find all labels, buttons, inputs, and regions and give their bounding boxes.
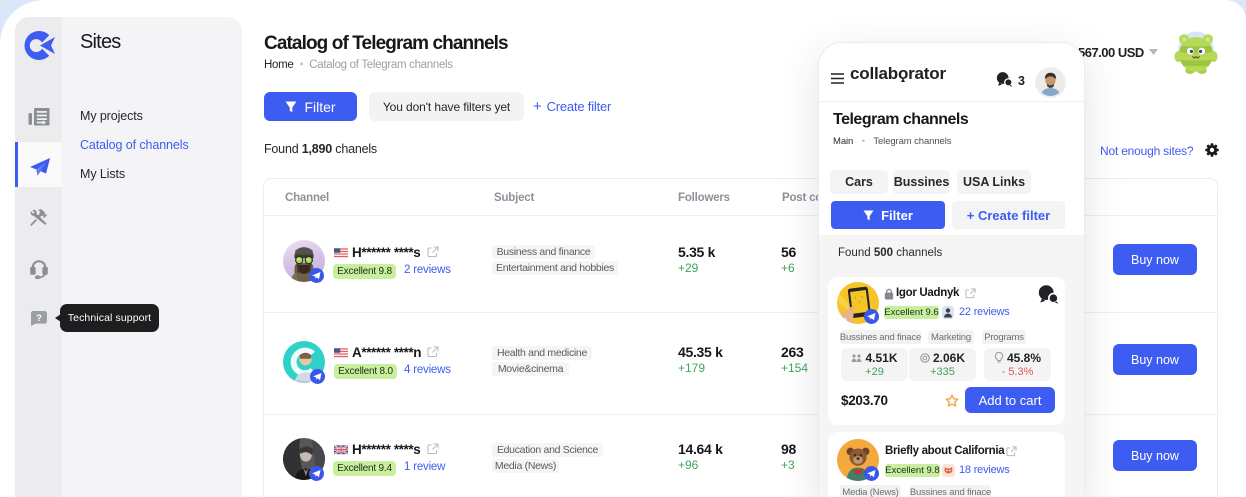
svg-text:?: ?: [36, 313, 42, 323]
